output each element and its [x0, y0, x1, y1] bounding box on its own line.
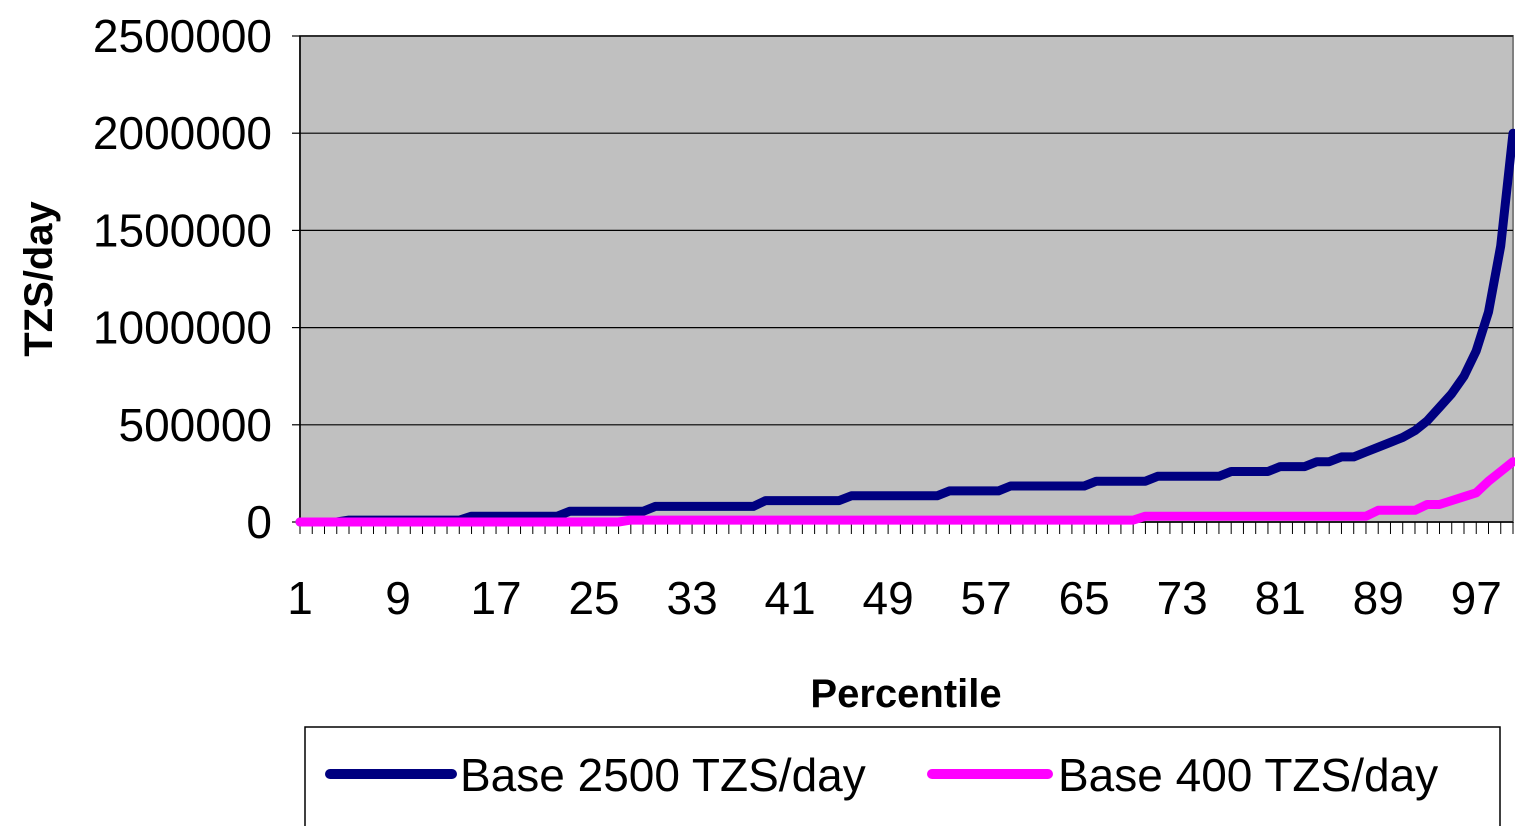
x-tick-label: 9: [385, 572, 411, 624]
series-line-1: [295, 128, 1515, 527]
y-tick-label: 1500000: [93, 204, 272, 256]
x-tick-label: 97: [1451, 572, 1502, 624]
y-tick-label: 1000000: [93, 302, 272, 354]
plot-area: [299, 35, 1514, 523]
x-tick-label: 73: [1157, 572, 1208, 624]
y-tick-label: 500000: [119, 399, 273, 451]
x-tick-label: 41: [765, 572, 816, 624]
y-tick-label: 0: [246, 496, 272, 548]
series-line-2: [295, 457, 1515, 527]
x-tick-label: 1: [287, 572, 313, 624]
legend-label-series-1: Base 2500 TZS/day: [460, 749, 866, 801]
x-tick-label: 17: [470, 572, 521, 624]
x-axis-title: Percentile: [810, 672, 1001, 716]
x-tick-label: 33: [666, 572, 717, 624]
legend: Base 2500 TZS/day Base 400 TZS/day: [304, 726, 1501, 826]
y-tick-label: 2000000: [93, 107, 272, 159]
y-axis-title: TZS/day: [17, 200, 61, 356]
x-tick-label: 49: [863, 572, 914, 624]
legend-label-series-2: Base 400 TZS/day: [1058, 749, 1438, 801]
y-axis: 0 500000 1000000 1500000 2000000 2500000: [93, 10, 301, 548]
legend-box: [304, 726, 1501, 826]
series-layer: [295, 128, 1515, 527]
x-tick-label: 25: [568, 572, 619, 624]
x-tick-label: 81: [1255, 572, 1306, 624]
x-tick-label: 57: [961, 572, 1012, 624]
x-tick-label: 89: [1353, 572, 1404, 624]
x-axis: 1 9 17 25 33 41 49 57 65 73 81 89 97: [287, 521, 1514, 624]
gridlines: [300, 35, 1513, 426]
x-tick-label: 65: [1059, 572, 1110, 624]
y-tick-label: 2500000: [93, 10, 272, 62]
